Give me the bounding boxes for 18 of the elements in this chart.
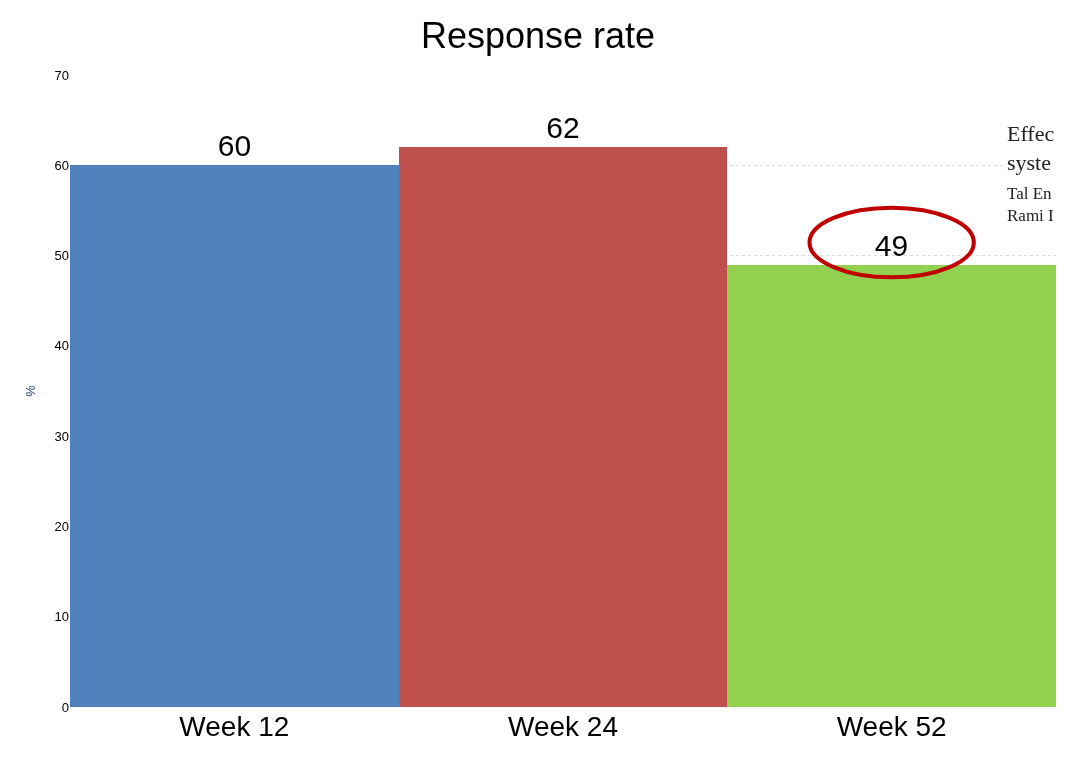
y-tick-label: 20 (54, 518, 69, 534)
data-label: 60 (217, 129, 252, 162)
y-tick-label: 60 (54, 157, 69, 173)
y-tick-label: 70 (54, 67, 69, 83)
data-label: 62 (546, 111, 580, 144)
x-tick-label: Week 24 (508, 711, 618, 742)
x-tick-label: Week 12 (179, 711, 290, 742)
data-label: 49 (874, 229, 909, 262)
x-tick-label: Week 52 (836, 711, 947, 742)
chart-title: Response rate (420, 15, 656, 57)
annotation: Tal En Rami I (1007, 184, 1055, 226)
y-tick-label: 30 (54, 428, 69, 444)
y-tick-label: 10 (54, 609, 69, 625)
y-axis-title: % (23, 384, 39, 397)
annotation: Effec syste (1007, 121, 1055, 175)
y-tick-label: 0 (61, 699, 69, 715)
y-tick-label: 40 (54, 338, 69, 354)
y-tick-label: 50 (54, 248, 69, 264)
